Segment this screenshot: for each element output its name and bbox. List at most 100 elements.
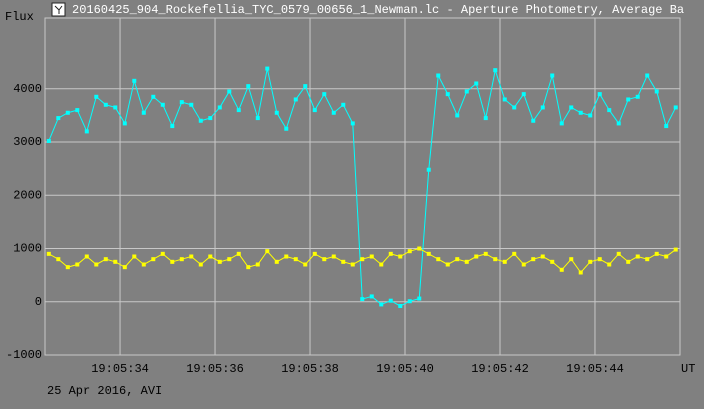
- data-point: [293, 97, 298, 102]
- window-title: 20160425_904_Rockefellia_TYC_0579_00656_…: [72, 3, 684, 17]
- data-point: [141, 110, 146, 115]
- x-axis-label: UT: [681, 362, 695, 376]
- data-point: [274, 259, 279, 264]
- data-point: [626, 259, 631, 264]
- data-point: [65, 110, 70, 115]
- data-point: [398, 304, 403, 309]
- data-point: [160, 251, 165, 256]
- data-point: [436, 73, 441, 78]
- data-point: [312, 108, 317, 113]
- data-point: [455, 257, 460, 262]
- x-tick-label: 19:05:40: [376, 362, 434, 376]
- y-axis-label: Flux: [5, 10, 34, 24]
- data-point: [483, 116, 488, 121]
- data-point: [512, 105, 517, 110]
- data-point: [198, 118, 203, 123]
- data-point: [122, 121, 127, 126]
- data-point: [341, 259, 346, 264]
- data-point: [673, 247, 678, 252]
- data-point: [445, 92, 450, 97]
- data-point: [350, 262, 355, 267]
- data-point: [113, 259, 118, 264]
- data-point: [388, 251, 393, 256]
- data-point: [360, 257, 365, 262]
- data-point: [227, 89, 232, 94]
- footnote: 25 Apr 2016, AVI: [47, 384, 162, 398]
- data-point: [255, 116, 260, 121]
- data-point: [521, 92, 526, 97]
- data-point: [502, 97, 507, 102]
- x-tick-label: 19:05:36: [186, 362, 244, 376]
- data-point: [569, 257, 574, 262]
- data-point: [417, 246, 422, 251]
- data-point: [284, 126, 289, 131]
- data-point: [236, 251, 241, 256]
- data-point: [531, 257, 536, 262]
- data-point: [132, 78, 137, 83]
- data-point: [94, 94, 99, 99]
- data-point: [312, 251, 317, 256]
- data-point: [407, 249, 412, 254]
- data-point: [265, 66, 270, 71]
- y-tick-label: 0: [35, 295, 42, 309]
- data-point: [654, 251, 659, 256]
- data-point: [56, 116, 61, 121]
- data-point: [550, 259, 555, 264]
- data-point: [550, 73, 555, 78]
- data-point: [607, 108, 612, 113]
- data-point: [664, 124, 669, 129]
- data-point: [103, 102, 108, 107]
- data-point: [179, 100, 184, 105]
- data-point: [607, 262, 612, 267]
- data-point: [103, 257, 108, 262]
- data-point: [208, 254, 213, 259]
- data-point: [588, 113, 593, 118]
- data-point: [464, 89, 469, 94]
- x-tick-label: 19:05:34: [91, 362, 149, 376]
- data-point: [635, 254, 640, 259]
- y-tick-label: 1000: [13, 242, 42, 256]
- data-point: [151, 257, 156, 262]
- data-point: [65, 265, 70, 270]
- data-point: [303, 262, 308, 267]
- data-point: [293, 257, 298, 262]
- y-tick-label: 3000: [13, 135, 42, 149]
- data-point: [170, 259, 175, 264]
- data-point: [284, 254, 289, 259]
- data-point: [474, 81, 479, 86]
- data-point: [265, 249, 270, 254]
- data-point: [160, 102, 165, 107]
- data-point: [483, 251, 488, 256]
- data-point: [331, 254, 336, 259]
- data-point: [521, 262, 526, 267]
- data-point: [236, 108, 241, 113]
- data-point: [578, 110, 583, 115]
- data-point: [303, 84, 308, 89]
- data-point: [445, 262, 450, 267]
- data-point: [493, 68, 498, 73]
- data-point: [635, 94, 640, 99]
- data-point: [84, 129, 89, 134]
- data-point: [398, 254, 403, 259]
- y-tick-label: -1000: [6, 348, 42, 362]
- data-point: [531, 118, 536, 123]
- data-point: [84, 254, 89, 259]
- data-point: [94, 262, 99, 267]
- data-point: [46, 138, 51, 143]
- data-point: [255, 262, 260, 267]
- data-point: [673, 105, 678, 110]
- data-point: [217, 259, 222, 264]
- data-point: [388, 298, 393, 303]
- data-point: [417, 296, 422, 301]
- data-point: [626, 97, 631, 102]
- data-point: [179, 257, 184, 262]
- data-point: [217, 105, 222, 110]
- data-point: [597, 92, 602, 97]
- data-point: [75, 262, 80, 267]
- data-point: [322, 257, 327, 262]
- data-point: [227, 257, 232, 262]
- data-point: [113, 105, 118, 110]
- data-point: [331, 110, 336, 115]
